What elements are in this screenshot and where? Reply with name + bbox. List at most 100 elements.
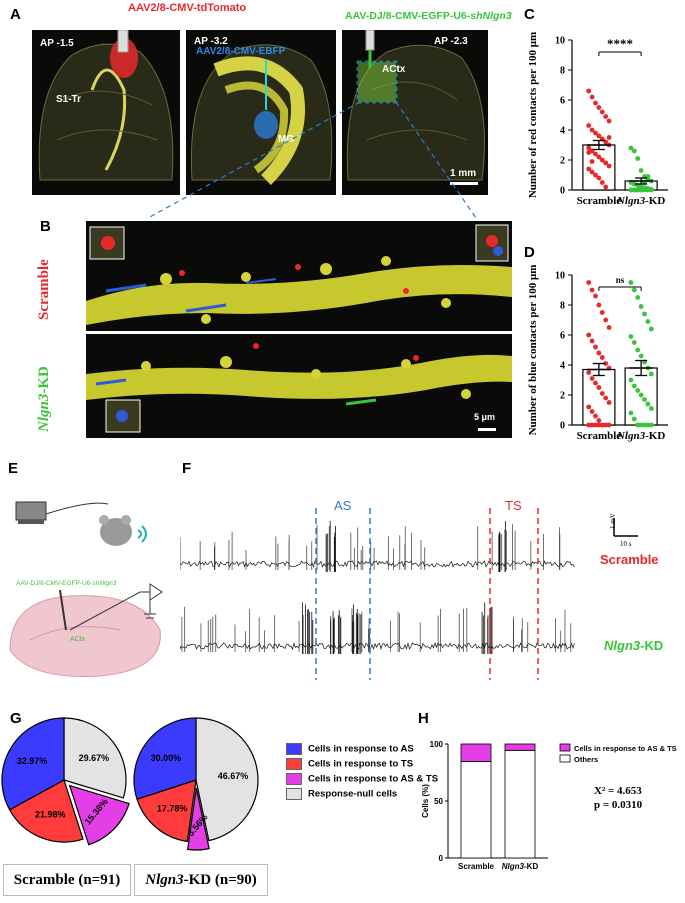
x-tick-label: Scramble xyxy=(577,430,622,442)
data-point xyxy=(596,350,602,356)
pie-slice xyxy=(1,717,65,811)
y-tick-label: 0 xyxy=(560,421,565,432)
data-point xyxy=(638,304,644,309)
panel-label-f: F xyxy=(182,460,192,477)
data-point xyxy=(606,400,612,405)
data-point xyxy=(599,157,605,163)
data-point xyxy=(586,280,592,285)
pie-slice-label: 21.98% xyxy=(35,810,66,820)
data-point xyxy=(642,187,647,193)
data-point xyxy=(596,418,602,423)
data-point xyxy=(593,172,598,178)
legend-label: Cells in response to AS & TS xyxy=(574,744,677,753)
data-point xyxy=(599,310,605,315)
data-point xyxy=(628,377,634,383)
legend-label: Response-null cells xyxy=(308,788,398,800)
data-point xyxy=(596,302,602,308)
y-tick-label: 2 xyxy=(560,156,565,167)
data-point xyxy=(628,145,634,151)
scale-t-label: 10 s xyxy=(620,540,632,548)
data-point xyxy=(648,187,654,193)
pie-slice-label: 29.67% xyxy=(79,753,110,763)
region-label-3: ACtx xyxy=(382,64,406,75)
pie-title-kd: Nlgn3-KD (n=90) xyxy=(134,864,268,896)
data-point xyxy=(645,187,651,193)
ap-label-3: AP -2.3 xyxy=(434,36,468,47)
data-point xyxy=(628,334,634,339)
y-axis-label: Number of blue contacts per 100 μm xyxy=(527,265,539,436)
pie-slice-label: 17.78% xyxy=(157,803,188,813)
legend-swatch xyxy=(559,754,571,763)
virus-label-e: AAV-DJ/8-CMV-EGFP-U6-shNlgn3 xyxy=(16,580,117,587)
legend-swatch xyxy=(286,758,302,770)
trace-label-scramble: Scramble xyxy=(600,552,659,567)
panel-f: AS TS 1 mV 10 s Scramble Nlgn3-KD xyxy=(180,470,685,700)
region-label-1: S1-Tr xyxy=(56,94,82,105)
ts-label: TS xyxy=(505,498,522,513)
data-point xyxy=(606,118,612,124)
legend-item: Cells in response to TS xyxy=(286,758,438,773)
legend-item: Response-null cells xyxy=(286,788,438,803)
x-tick-label: Nlgn3-KD xyxy=(616,430,665,442)
data-point xyxy=(593,151,598,157)
chart-h: 0 50 100 Cells (%) Scramble Nlgn3-KD Cells in … xyxy=(421,740,677,871)
stat-chi-square: X² = 4.653 xyxy=(594,785,642,797)
data-point xyxy=(586,150,592,155)
pie-slice xyxy=(133,717,197,800)
data-point xyxy=(631,287,637,293)
data-point xyxy=(648,422,654,428)
ap-label-2: AP -3.2 xyxy=(194,36,228,47)
scale-v-label: 1 mV xyxy=(609,513,617,529)
row-label-scramble: Scramble xyxy=(36,259,52,320)
data-point xyxy=(603,184,609,190)
region-label-2: MG xyxy=(278,134,295,145)
data-point xyxy=(638,422,644,428)
y-tick-label: 0 xyxy=(560,186,565,197)
data-point xyxy=(589,338,595,344)
scale-bar-f xyxy=(613,518,638,537)
as-label: AS xyxy=(334,498,352,513)
virus-red-label: AAV2/8-CMV-tdTomato xyxy=(128,2,247,14)
y-axis-label: Cells (%) xyxy=(421,784,430,818)
data-point xyxy=(635,295,641,300)
y-tick-label: 8 xyxy=(560,301,565,312)
pie-charts: 29.67%15.38%21.98%32.97%46.67%5.56%17.78… xyxy=(1,717,259,851)
data-point xyxy=(642,311,647,317)
pie-slice xyxy=(195,717,259,842)
x-tick-label: Scramble xyxy=(458,862,495,871)
data-point xyxy=(638,187,644,193)
bar xyxy=(582,368,616,426)
data-point xyxy=(599,355,605,360)
brain-slice-2: AP -3.2 AAV2/8-CMV-EBFP MG xyxy=(186,30,336,195)
virus-green-label: AAV-DJ/8-CMV-EGFP-U6-shNlgn3 xyxy=(345,10,512,22)
data-point xyxy=(635,422,641,428)
data-point xyxy=(589,169,595,175)
stacked-bar-segment xyxy=(460,761,492,859)
pie-title-scramble: Scramble (n=91) xyxy=(3,864,131,896)
data-point xyxy=(642,422,647,428)
data-point xyxy=(599,422,605,428)
data-point xyxy=(586,145,592,151)
data-point xyxy=(635,388,641,393)
data-point xyxy=(603,160,609,166)
data-point xyxy=(586,370,592,375)
data-point xyxy=(638,392,644,398)
zoom-lines xyxy=(147,101,477,219)
pie-slice-label: 30.00% xyxy=(151,753,182,763)
data-point xyxy=(631,416,637,422)
legend-label: Cells in response to AS & TS xyxy=(308,773,439,785)
data-point xyxy=(596,133,602,139)
data-point xyxy=(586,166,592,172)
data-point xyxy=(603,395,609,401)
spike-traces xyxy=(180,508,575,680)
pie-slice-label: 32.97% xyxy=(17,756,48,766)
y-tick-label: 10 xyxy=(555,36,565,47)
virus-blue-label: AAV2/8-CMV-EBFP xyxy=(196,46,286,57)
scalebar-label-b: 5 μm xyxy=(474,412,496,422)
data-point xyxy=(648,371,654,377)
data-point xyxy=(589,409,595,414)
data-point xyxy=(628,280,634,285)
x-tick-label: Nlgn3-KD xyxy=(502,862,539,871)
data-point xyxy=(593,422,598,428)
legend-swatch xyxy=(286,788,302,800)
